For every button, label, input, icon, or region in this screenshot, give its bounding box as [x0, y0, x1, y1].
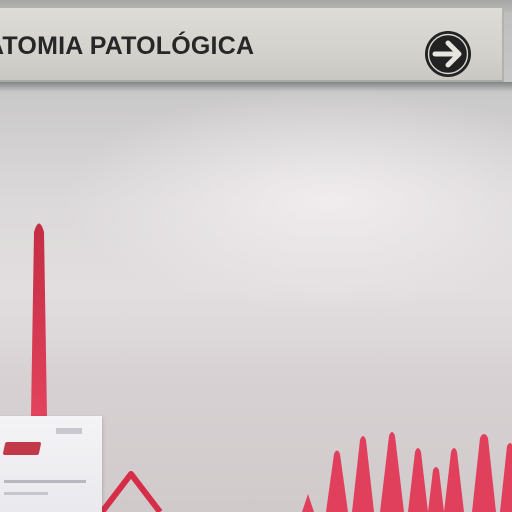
arrow-right-circle-icon — [425, 31, 471, 77]
sign-text: ATOMIA PATOLÓGICA — [0, 32, 255, 60]
red-triangle — [99, 471, 163, 512]
department-sign: ATOMIA PATOLÓGICA — [0, 8, 504, 82]
sign-shadow — [0, 82, 512, 92]
posted-notice — [0, 416, 102, 512]
red-spike-left — [31, 223, 47, 416]
notice-line — [4, 492, 48, 495]
notice-line — [4, 480, 86, 483]
notice-logo — [2, 442, 42, 455]
notice-mark — [56, 428, 82, 434]
red-heartbeat-spikes — [302, 432, 512, 512]
